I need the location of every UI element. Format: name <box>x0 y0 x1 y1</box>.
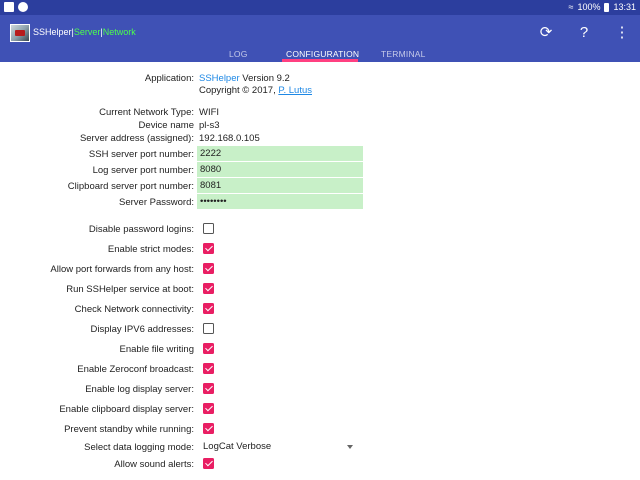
ssh-port-field[interactable]: 2222 <box>197 146 363 161</box>
password-label: Server Password: <box>119 197 194 208</box>
wifi-icon: ≈ <box>568 2 574 12</box>
help-icon[interactable]: ? <box>579 24 589 41</box>
tab-bar: LOG CONFIGURATION TERMINAL <box>0 49 640 62</box>
display-ipv6-checkbox[interactable] <box>203 323 214 334</box>
check-network-checkbox[interactable] <box>203 303 214 314</box>
sshelper-link[interactable]: SSHelper <box>199 73 240 84</box>
app-title-name: SSHelper <box>33 27 72 37</box>
status-bar: ≈ 100% 13:31 <box>0 0 640 15</box>
option-label: Run SSHelper service at boot: <box>66 284 194 295</box>
option-label: Enable clipboard display server: <box>59 404 194 415</box>
log-display-server-checkbox[interactable] <box>203 383 214 394</box>
port-forwards-checkbox[interactable] <box>203 263 214 274</box>
battery-icon <box>604 2 610 12</box>
strict-modes-checkbox[interactable] <box>203 243 214 254</box>
ssh-port-label: SSH server port number: <box>88 149 194 160</box>
option-label: Enable log display server: <box>85 384 194 395</box>
logging-mode-select[interactable]: LogCat Verbose <box>203 441 353 455</box>
clipboard-port-field[interactable]: 8081 <box>197 178 363 193</box>
run-at-boot-checkbox[interactable] <box>203 283 214 294</box>
server-address-value: 192.168.0.105 <box>199 133 260 144</box>
overflow-menu-icon[interactable]: ⋮ <box>614 24 630 41</box>
application-version: SSHelper Version 9.2 <box>199 73 290 84</box>
dropdown-arrow-icon <box>347 445 353 449</box>
file-writing-checkbox[interactable] <box>203 343 214 354</box>
logging-mode-value: LogCat Verbose <box>203 441 272 452</box>
configuration-panel: Application: SSHelper Version 9.2 Copyri… <box>0 62 640 480</box>
option-label: Enable file writing <box>119 344 194 355</box>
device-name-label: Device name <box>138 120 194 131</box>
clipboard-port-label: Clipboard server port number: <box>67 181 194 192</box>
disable-password-logins-checkbox[interactable] <box>203 223 214 234</box>
gallery-notification-icon <box>4 2 14 12</box>
log-port-label: Log server port number: <box>92 165 194 176</box>
password-field[interactable]: •••••••• <box>197 194 363 209</box>
application-label: Application: <box>144 73 194 84</box>
network-type-label: Current Network Type: <box>99 107 194 118</box>
battery-percent: 100% <box>577 2 601 12</box>
app-title: SSHelper|Server|Network <box>33 27 136 37</box>
refresh-icon[interactable]: ⟳ <box>539 24 553 41</box>
tab-terminal[interactable]: TERMINAL <box>381 49 426 59</box>
option-label: Check Network connectivity: <box>74 304 194 315</box>
zeroconf-checkbox[interactable] <box>203 363 214 374</box>
tab-configuration[interactable]: CONFIGURATION <box>286 49 360 59</box>
clipboard-display-server-checkbox[interactable] <box>203 403 214 414</box>
author-link[interactable]: P. Lutus <box>278 85 312 96</box>
title-separator: | <box>71 27 74 37</box>
sound-alerts-label: Allow sound alerts: <box>114 459 194 470</box>
server-address-label: Server address (assigned): <box>79 133 194 144</box>
logging-mode-label: Select data logging mode: <box>84 442 194 453</box>
app-notification-icon <box>18 2 28 12</box>
option-label: Display IPV6 addresses: <box>90 324 195 335</box>
option-label: Prevent standby while running: <box>64 424 194 435</box>
network-type-value: WIFI <box>199 107 220 118</box>
log-port-field[interactable]: 8080 <box>197 162 363 177</box>
option-label: Enable strict modes: <box>107 244 194 255</box>
active-tab-indicator <box>282 59 358 62</box>
device-name-value: pl-s3 <box>199 120 220 131</box>
clock: 13:31 <box>613 2 636 12</box>
option-label: Enable Zeroconf broadcast: <box>77 364 194 375</box>
title-separator: | <box>100 27 103 37</box>
title-network: Network <box>102 27 136 37</box>
option-label: Disable password logins: <box>88 224 194 235</box>
app-logo-icon <box>10 24 30 42</box>
option-label: Allow port forwards from any host: <box>50 264 194 275</box>
title-server: Server <box>73 27 101 37</box>
app-bar: SSHelper|Server|Network ⟳ ? ⋮ <box>0 15 640 62</box>
sound-alerts-checkbox[interactable] <box>203 458 214 469</box>
tab-log[interactable]: LOG <box>229 49 248 59</box>
copyright: Copyright © 2017, P. Lutus <box>199 85 312 96</box>
prevent-standby-checkbox[interactable] <box>203 423 214 434</box>
